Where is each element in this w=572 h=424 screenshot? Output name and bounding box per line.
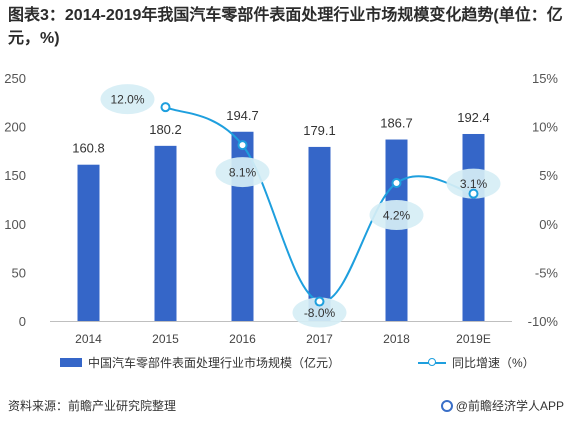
x-tick-label: 2016 (229, 332, 256, 346)
bar (385, 139, 408, 321)
bar-value-label: 186.7 (380, 116, 413, 131)
growth-value-label: -8.0% (304, 306, 336, 320)
x-tick-label: 2019E (456, 332, 491, 346)
y-right-tick-label: -5% (535, 265, 559, 280)
bar (77, 164, 100, 321)
bar (308, 146, 331, 321)
source-note: 资料来源：前瞻产业研究院整理 (8, 399, 177, 413)
x-tick-label: 2015 (152, 332, 179, 346)
combo-chart: 0 50 100 150 200 250 -10% -5% 0% 5% 10% 15% 160.8 180… (4, 71, 559, 346)
legend-bar-swatch (60, 358, 82, 367)
y-left-tick-label: 200 (4, 120, 26, 135)
chart-title: 图表3：2014-2019年我国汽车零部件表面处理行业市场规模变化趋势(单位：亿… (8, 7, 563, 47)
bar-value-label: 179.1 (303, 123, 336, 138)
bar-value-label: 192.4 (457, 110, 490, 125)
brand-logo-icon (440, 399, 453, 412)
growth-label-bubble (446, 168, 501, 199)
bar-value-label: 194.7 (226, 108, 259, 123)
legend-line-label: 同比增速（%） (452, 356, 535, 370)
legend-line-swatch (418, 358, 447, 367)
bar-value-label: 160.8 (72, 141, 105, 156)
growth-point (468, 188, 479, 199)
x-tick-label: 2017 (306, 332, 333, 346)
growth-value-label: 4.2% (383, 208, 411, 222)
y-right-tick-label: -10% (528, 314, 559, 329)
bar (154, 145, 177, 321)
y-right-tick-label: 15% (532, 71, 558, 86)
legend-bar-label: 中国汽车零部件表面处理行业市场规模（亿元） (88, 356, 341, 370)
y-left-tick-label: 150 (4, 168, 26, 183)
y-left-tick-label: 100 (4, 217, 26, 232)
growth-point (314, 296, 325, 307)
growth-value-label: 8.1% (229, 166, 257, 180)
growth-value-label: 3.1% (460, 177, 488, 191)
y-left-tick-label: 250 (4, 71, 26, 86)
brand-credit: @前瞻经济学人APP (440, 397, 564, 414)
y-right-tick-label: 10% (532, 120, 558, 135)
chart-legend: 中国汽车零部件表面处理行业市场规模（亿元） 同比增速（%） (60, 354, 535, 371)
growth-label-bubble (292, 297, 347, 328)
growth-value-label: 12.0% (110, 93, 144, 107)
x-tick-label: 2018 (383, 332, 410, 346)
growth-point (391, 177, 402, 188)
x-tick-label: 2014 (75, 332, 102, 346)
growth-label-bubble (369, 199, 424, 230)
growth-point (237, 140, 248, 151)
y-left-tick-label: 0 (19, 314, 26, 329)
y-right-tick-label: 0% (539, 217, 558, 232)
growth-point (160, 102, 171, 113)
y-right-tick-label: 5% (539, 168, 558, 183)
bar-value-label: 180.2 (149, 122, 182, 137)
brand-text: @前瞻经济学人APP (455, 399, 564, 413)
growth-label-bubble (215, 157, 270, 188)
bar (462, 133, 485, 321)
y-left-tick-label: 50 (12, 265, 26, 280)
growth-label-bubble (100, 84, 155, 115)
